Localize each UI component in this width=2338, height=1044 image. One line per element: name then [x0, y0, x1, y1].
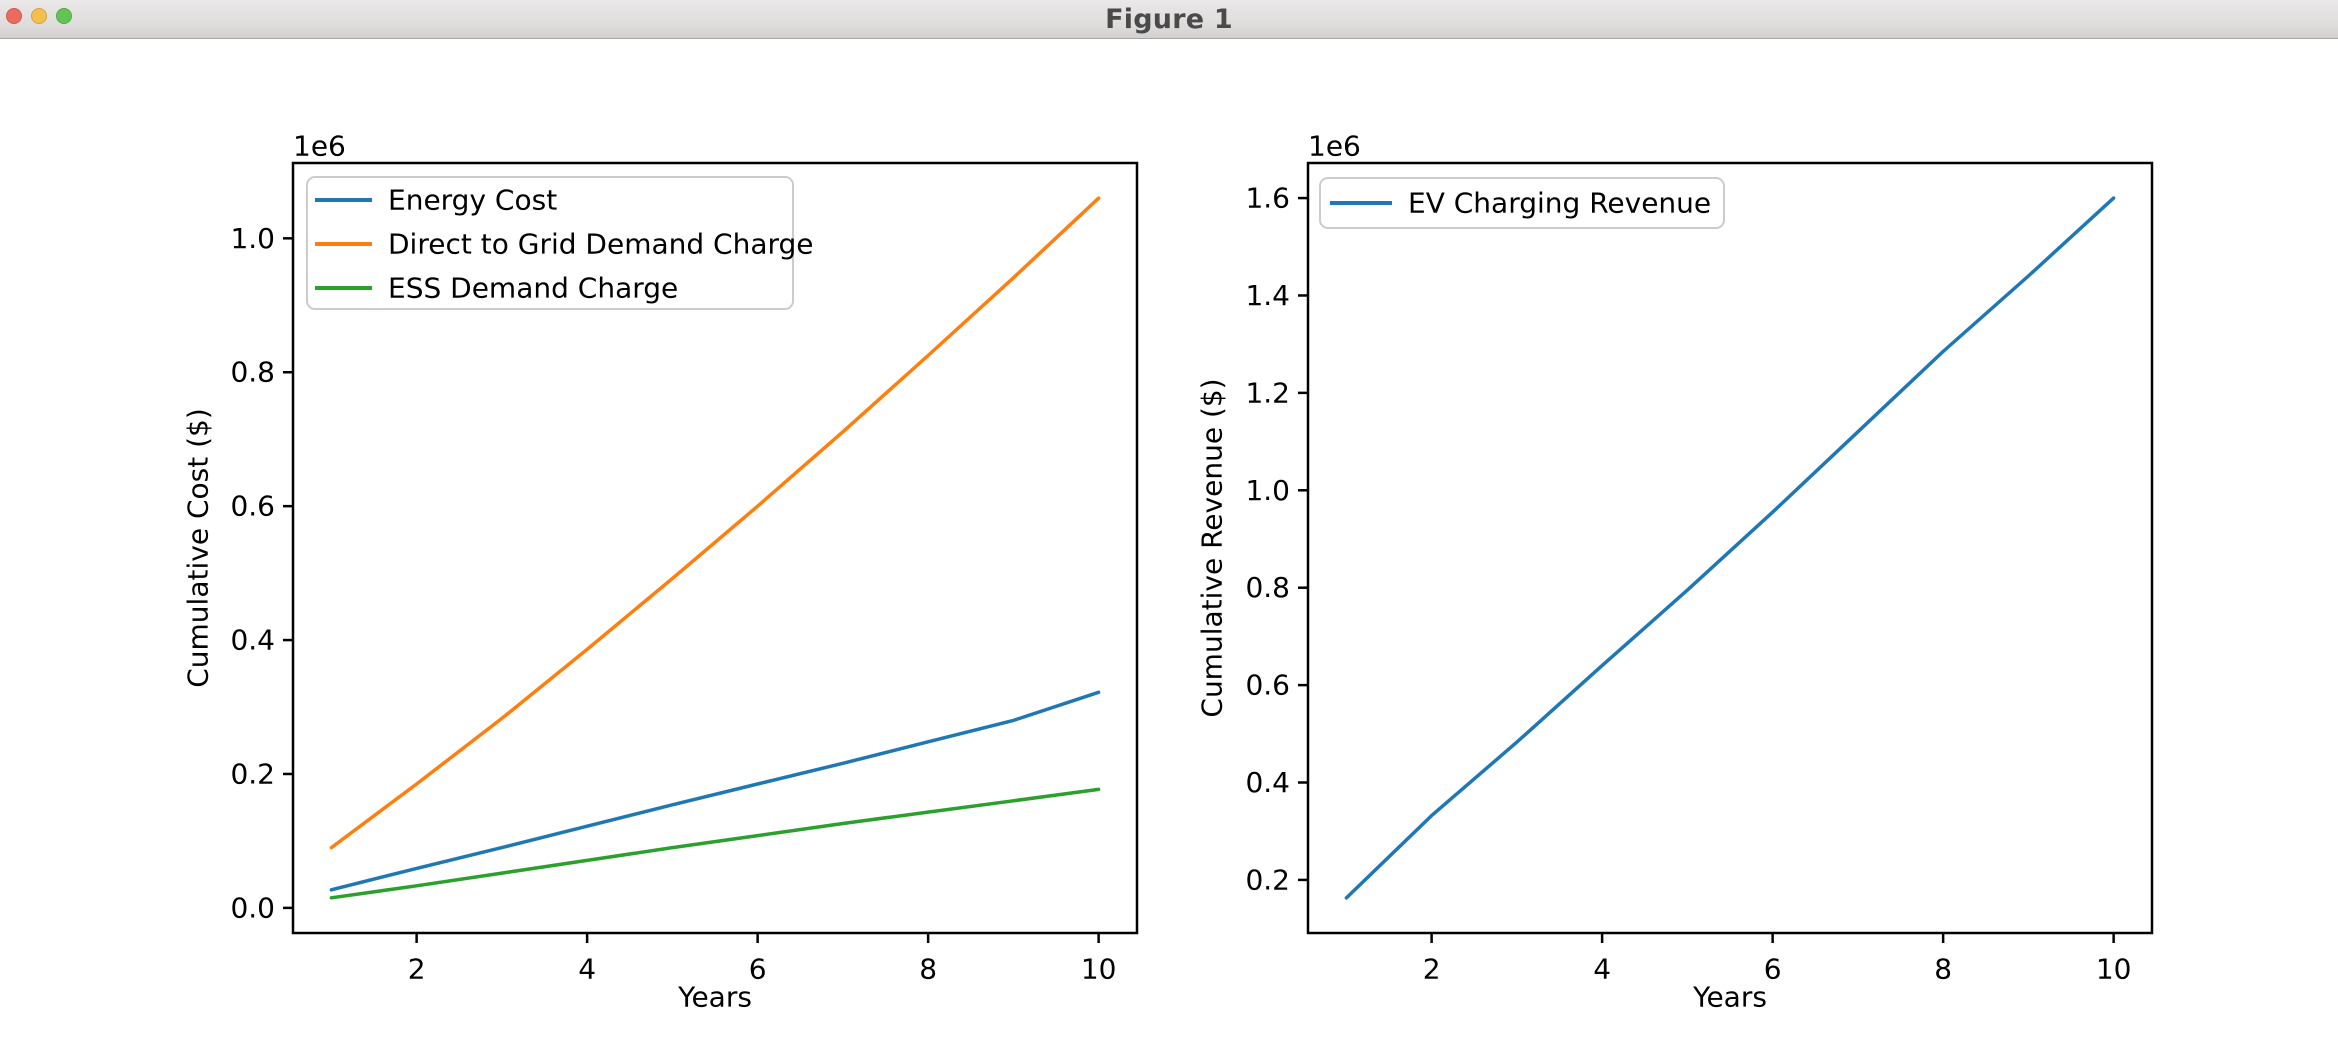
- zoom-button[interactable]: [56, 8, 72, 24]
- y-tick-label: 0.0: [230, 891, 275, 924]
- window-titlebar: Figure 1: [0, 0, 2338, 39]
- series-line-direct-to-grid-demand-charge: [329, 196, 1101, 850]
- window-title: Figure 1: [1105, 3, 1233, 35]
- x-tick-label: 6: [749, 953, 767, 986]
- legend-box: [306, 176, 794, 310]
- y-tick-label: 0.4: [1245, 766, 1290, 799]
- y-tick-label: 1.6: [1245, 182, 1290, 215]
- y-tick-label: 0.6: [1245, 669, 1290, 702]
- y-axis-offset-label: 1e6: [293, 130, 346, 163]
- y-tick-label: 0.6: [230, 490, 275, 523]
- y-tick-label: 1.0: [230, 222, 275, 255]
- y-tick-label: 1.0: [1245, 474, 1290, 507]
- y-tick-label: 0.2: [1245, 863, 1290, 896]
- x-tick-label: 8: [919, 953, 937, 986]
- y-axis-offset-label: 1e6: [1308, 130, 1361, 163]
- traffic-lights: [6, 8, 72, 24]
- legend: Energy Cost Direct to Grid Demand Charge E…: [306, 176, 814, 310]
- legend-label: ESS Demand Charge: [388, 272, 678, 305]
- series-line-ev-charging-revenue: [1344, 196, 2116, 900]
- figure-canvas: 2 4 6 8 10 0.0 0.2 0.4 0.6 0.8 1.0 1e6 Years Cumulati…: [0, 38, 2338, 1044]
- x-tick-label: 2: [408, 953, 426, 986]
- legend-label: Direct to Grid Demand Charge: [388, 228, 814, 261]
- axes-spines: [1306, 161, 2154, 935]
- y-tick-label: 0.8: [230, 356, 275, 389]
- legend: EV Charging Revenue: [1319, 177, 1725, 229]
- right-chart: 2 4 6 8 10 0.2 0.4 0.6 0.8 1.0 1.2 1.4 1.6 1e6 Years Cu…: [1196, 130, 2154, 1014]
- x-axis-label: Years: [1692, 981, 1767, 1014]
- figure-svg: 2 4 6 8 10 0.0 0.2 0.4 0.6 0.8 1.0 1e6 Years Cumulati…: [182, 130, 2154, 1014]
- close-button[interactable]: [6, 8, 22, 24]
- minimize-button[interactable]: [31, 8, 47, 24]
- legend-box: [1319, 177, 1725, 229]
- x-axis-label: Years: [677, 981, 752, 1014]
- x-tick-label: 2: [1423, 953, 1441, 986]
- axes-spines: [291, 161, 1139, 935]
- left-chart: 2 4 6 8 10 0.0 0.2 0.4 0.6 0.8 1.0 1e6 Years Cumulati…: [182, 130, 1139, 1014]
- x-tick-label: 10: [2096, 953, 2132, 986]
- x-tick-label: 10: [1081, 953, 1117, 986]
- y-tick-label: 0.8: [1245, 571, 1290, 604]
- legend-label: Energy Cost: [388, 184, 557, 217]
- series-line-ess-demand-charge: [329, 787, 1101, 900]
- series-line-energy-cost: [329, 690, 1101, 892]
- x-tick-label: 8: [1934, 953, 1952, 986]
- y-axis-label: Cumulative Cost ($): [182, 408, 215, 688]
- y-tick-label: 0.2: [230, 757, 275, 790]
- y-tick-label: 1.2: [1245, 376, 1290, 409]
- x-tick-label: 4: [578, 953, 596, 986]
- legend-label: EV Charging Revenue: [1408, 187, 1711, 220]
- x-tick-label: 6: [1764, 953, 1782, 986]
- y-axis-label: Cumulative Revenue ($): [1196, 378, 1229, 717]
- y-tick-label: 0.4: [230, 624, 275, 657]
- x-tick-label: 4: [1593, 953, 1611, 986]
- y-tick-label: 1.4: [1245, 279, 1290, 312]
